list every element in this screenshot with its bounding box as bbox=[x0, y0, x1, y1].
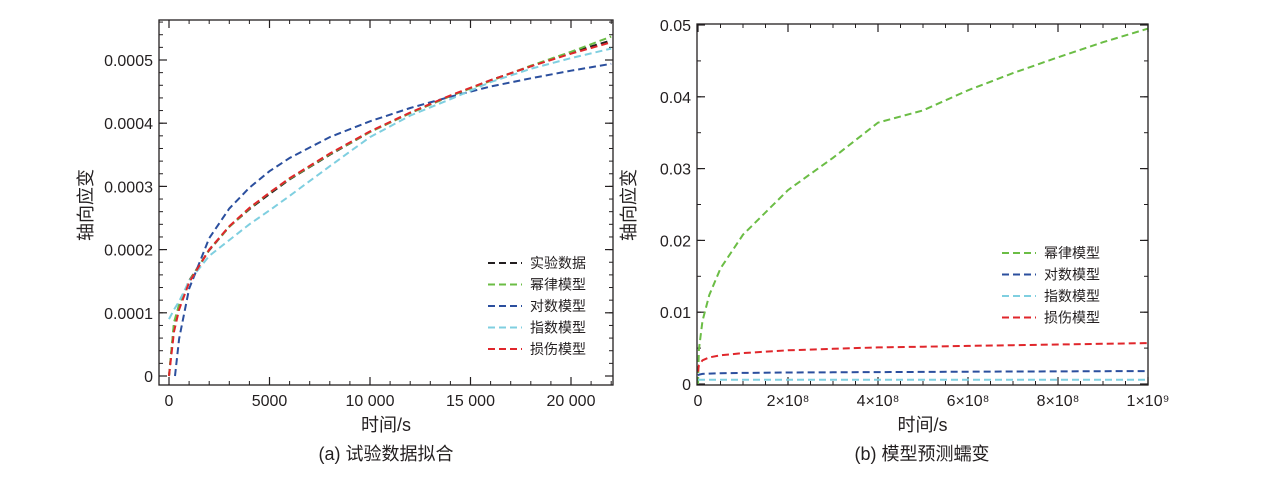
x-tick-label: 0 bbox=[694, 393, 703, 410]
plot-frame bbox=[696, 23, 1149, 386]
y-tick-label: 0.03 bbox=[660, 162, 691, 179]
x-tick-label: 10 000 bbox=[346, 393, 395, 410]
y-tick-label: 0.0005 bbox=[104, 53, 153, 70]
y-tick-label: 0.0003 bbox=[104, 179, 153, 196]
y-tick-label: 0.02 bbox=[660, 233, 691, 250]
legend-label: 幂律模型 bbox=[530, 277, 586, 293]
series-line-1 bbox=[697, 370, 1148, 377]
legend-label: 对数模型 bbox=[530, 298, 586, 314]
x-tick-label: 6×10⁸ bbox=[947, 393, 990, 410]
x-tick-label: 4×10⁸ bbox=[857, 393, 900, 410]
y-tick-label: 0 bbox=[682, 377, 691, 394]
y-tick-label: 0.01 bbox=[660, 305, 691, 322]
series-group bbox=[697, 27, 1148, 385]
series-line-3 bbox=[697, 342, 1148, 372]
y-tick-label: 0.05 bbox=[660, 18, 691, 35]
y-tick-label: 0 bbox=[144, 369, 153, 386]
x-tick-label: 8×10⁸ bbox=[1037, 393, 1080, 410]
x-tick-label: 15 000 bbox=[446, 393, 495, 410]
x-axis-label: 时间/s bbox=[361, 415, 411, 435]
y-axis-label: 轴向应变 bbox=[76, 169, 96, 241]
plot-frame bbox=[158, 19, 614, 386]
legend-label: 指数模型 bbox=[1044, 288, 1100, 304]
legend-label: 实验数据 bbox=[530, 255, 586, 271]
chart-b: 0 2×10⁸ 4×10⁸ 6×10⁸ 8×10⁸ 1×10⁹ 0 0.01 0.02 0.03 0… bbox=[619, 18, 1169, 464]
legend-label: 对数模型 bbox=[1044, 267, 1100, 283]
y-tick-label: 0.04 bbox=[660, 90, 691, 107]
x-tick-label: 1×10⁹ bbox=[1127, 393, 1170, 410]
x-tick-label: 2×10⁸ bbox=[767, 393, 810, 410]
y-tick-label: 0.0001 bbox=[104, 306, 153, 323]
legend-label: 损伤模型 bbox=[530, 341, 586, 357]
x-axis-label: 时间/s bbox=[897, 415, 947, 435]
caption: (b) 模型预测蠕变 bbox=[855, 444, 990, 464]
legend-label: 指数模型 bbox=[530, 320, 586, 336]
y-axis-label: 轴向应变 bbox=[619, 169, 639, 241]
legend-label: 损伤模型 bbox=[1044, 310, 1100, 326]
legend-label: 幂律模型 bbox=[1044, 245, 1100, 261]
y-tick-label: 0.0002 bbox=[104, 243, 153, 260]
x-tick-label: 5000 bbox=[252, 393, 288, 410]
caption: (a) 试验数据拟合 bbox=[319, 444, 454, 464]
series-line-2 bbox=[174, 62, 612, 377]
x-tick-label: 0 bbox=[165, 393, 174, 410]
x-tick-label: 20 000 bbox=[547, 393, 596, 410]
series-line-3 bbox=[168, 47, 612, 320]
series-line-0 bbox=[697, 27, 1148, 385]
series-line-4 bbox=[168, 41, 612, 377]
series-group bbox=[168, 35, 612, 377]
y-tick-label: 0.0004 bbox=[104, 116, 153, 133]
chart-a: 0 5000 10 000 15 000 20 000 0 0.0001 0.0002 0.00… bbox=[76, 19, 614, 464]
